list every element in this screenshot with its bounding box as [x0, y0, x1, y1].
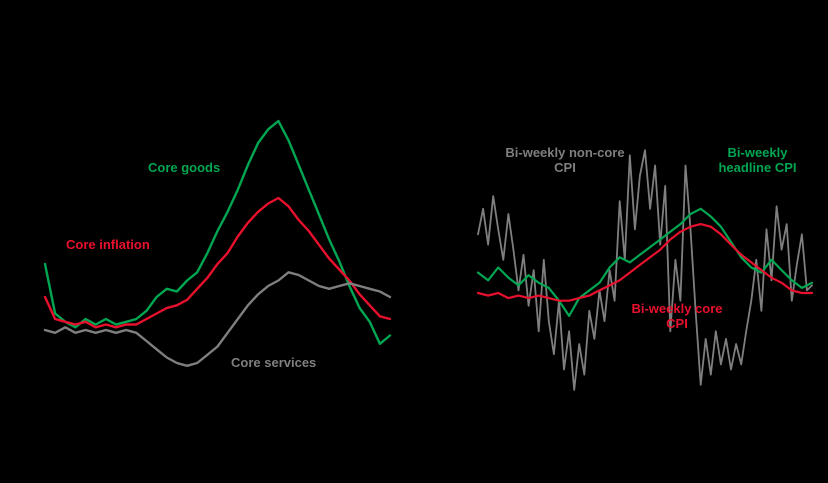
series-label-biweekly-noncore-cpi: Bi-weekly non-core CPI	[505, 145, 625, 175]
bi-weekly-non-core-cpi-line	[477, 149, 813, 391]
core-goods-line	[43, 119, 392, 346]
core-inflation-chart	[43, 119, 392, 368]
core-inflation-line	[43, 196, 392, 329]
series-label-biweekly-headline-cpi: Bi-weekly headline CPI	[718, 145, 797, 175]
biweekly-cpi-chart	[476, 149, 814, 391]
bi-weekly-core-cpi-line	[476, 222, 814, 302]
series-label-biweekly-core-cpi: Bi-weekly core CPI	[631, 301, 723, 331]
series-label-core-inflation: Core inflation	[66, 237, 150, 252]
bi-weekly-headline-cpi-line	[476, 207, 814, 317]
series-label-core-goods: Core goods	[148, 160, 221, 175]
core-services-line	[43, 271, 392, 368]
series-label-core-services: Core services	[231, 355, 317, 370]
